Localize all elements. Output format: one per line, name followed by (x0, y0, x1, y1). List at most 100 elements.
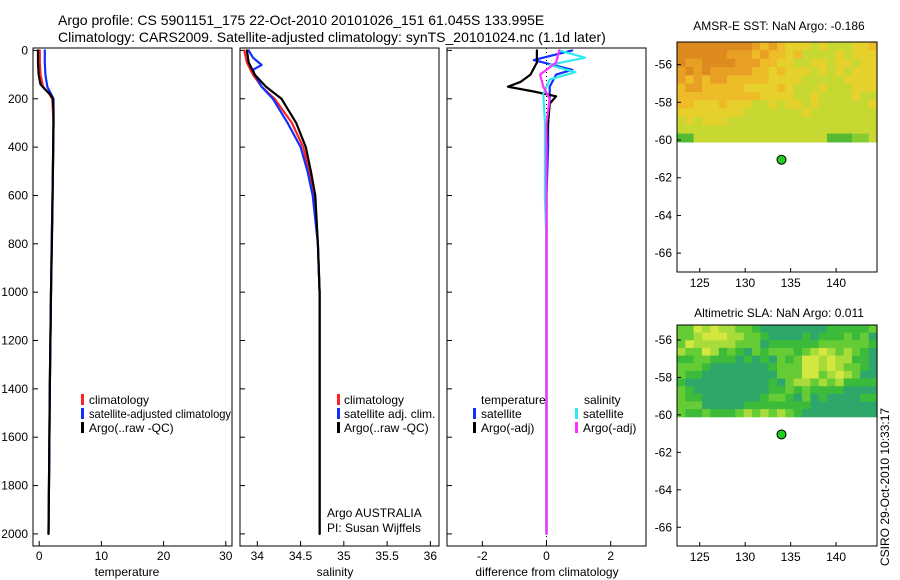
map-cell (818, 83, 828, 93)
map-cell (868, 133, 878, 143)
float-position-marker (776, 429, 787, 440)
map-cell (868, 92, 878, 101)
salinity-legend: climatology satellite adj. clim. Argo(..… (327, 393, 435, 535)
map-cell (827, 58, 836, 68)
map-cell (802, 133, 811, 143)
map-cell (702, 378, 711, 387)
map-cell (793, 332, 803, 341)
x-tick-label: 10 (95, 549, 109, 563)
map-cell (768, 355, 778, 364)
map-cell (818, 100, 828, 110)
map-cell (827, 325, 836, 334)
map-cell (693, 50, 703, 60)
map-cell (777, 347, 786, 357)
temperature-xlabel: temperature (95, 565, 160, 579)
map-cell (718, 125, 728, 135)
profile-line-temperature-argo-adj- (506, 49, 558, 536)
map-cell (810, 363, 820, 372)
map-cell (818, 355, 828, 364)
map-cell (827, 125, 836, 135)
map-cell (827, 50, 836, 60)
map-cell (860, 50, 870, 60)
map-cell (810, 340, 820, 349)
y-tick-label: 2000 (1, 527, 28, 541)
legend-label-argo: Argo(..raw -QC) (344, 421, 429, 435)
map-cell (835, 108, 845, 118)
map-cell (718, 386, 728, 395)
map-cell (710, 332, 720, 341)
map-cell (785, 332, 795, 341)
salinity-profiles (243, 49, 321, 536)
map-cell (827, 67, 836, 76)
x-tick-label: 35 (337, 549, 351, 563)
map-cell (693, 75, 703, 85)
map-cell (693, 42, 703, 51)
map-cell (793, 386, 803, 395)
map-cell (685, 393, 695, 402)
map-cell (852, 325, 861, 334)
map-cell (843, 340, 853, 349)
map-cell (843, 58, 853, 68)
map-cell (843, 409, 853, 418)
y-tick-label: 800 (8, 237, 28, 251)
map-cell (777, 363, 786, 372)
map-cell (702, 42, 711, 51)
map-cell (718, 50, 728, 60)
map-cell (827, 75, 836, 85)
map-cell (752, 75, 761, 85)
map-cell (760, 116, 770, 126)
profile-line-climatology (243, 49, 321, 536)
map-cell (810, 125, 820, 135)
map-cell (802, 393, 811, 402)
map-x-tick-label: 125 (690, 276, 710, 290)
map-cell (702, 133, 711, 143)
map-cell (810, 325, 820, 334)
map-cell (777, 386, 786, 395)
map-cell (760, 67, 770, 76)
map-cell (818, 401, 828, 410)
map-y-tick-label: -56 (655, 58, 673, 72)
map-cell (785, 100, 795, 110)
map-cell (793, 393, 803, 402)
map-cell (777, 50, 786, 60)
y-tick-label: 1200 (1, 334, 28, 348)
map-cell (727, 83, 736, 93)
map-cell (793, 401, 803, 410)
map-cell (693, 133, 703, 143)
map-cell (760, 332, 770, 341)
map-cell (768, 83, 778, 93)
map-cell (785, 83, 795, 93)
map-cell (868, 58, 878, 68)
map-cell (685, 363, 695, 372)
map-cell (760, 75, 770, 85)
map-cell (868, 393, 878, 402)
map-cell (727, 58, 736, 68)
map-cell (860, 409, 870, 418)
map-cell (685, 67, 695, 76)
map-cell (735, 116, 745, 126)
map-cell (785, 347, 795, 357)
map-cell (743, 116, 753, 126)
map-cell (760, 386, 770, 395)
map-cell (827, 393, 836, 402)
map-cell (843, 125, 853, 135)
map-cell (702, 370, 711, 380)
map-cell (827, 363, 836, 372)
map-cell (852, 370, 861, 380)
map-cell (818, 332, 828, 341)
map-cell (752, 83, 761, 93)
map-cell (835, 370, 845, 380)
map-cell (802, 50, 811, 60)
map-cell (777, 370, 786, 380)
map-cell (702, 325, 711, 334)
map-cell (835, 355, 845, 364)
map-cell (868, 332, 878, 341)
map-y-tick-label: -58 (655, 370, 673, 384)
map-cell (852, 92, 861, 101)
map-cell (743, 67, 753, 76)
map-cell (702, 347, 711, 357)
map-cell (843, 133, 853, 143)
map-cell (760, 92, 770, 101)
map-cell (852, 363, 861, 372)
temperature-axis-ticks: 0 10 20 30 0 200 400 600 800 1000 1200 1400 1600 1800… (1, 43, 232, 563)
